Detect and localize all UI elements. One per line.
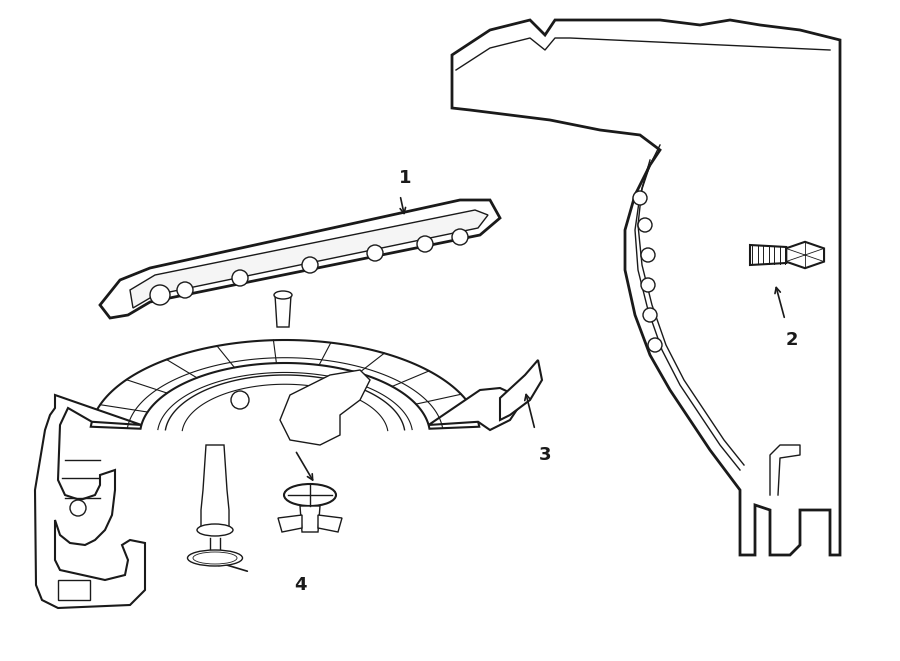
Polygon shape [318,515,342,532]
Polygon shape [750,245,787,265]
Polygon shape [500,360,542,420]
Polygon shape [280,370,370,445]
Ellipse shape [197,524,233,536]
Polygon shape [100,200,500,318]
Polygon shape [130,210,488,308]
Circle shape [150,285,170,305]
Polygon shape [35,395,145,608]
Text: 4: 4 [293,576,306,594]
Ellipse shape [284,484,336,506]
Circle shape [177,282,193,298]
Polygon shape [91,340,480,429]
Ellipse shape [187,550,242,566]
Circle shape [643,308,657,322]
Circle shape [641,278,655,292]
Text: 1: 1 [399,169,411,187]
Circle shape [231,391,249,409]
Circle shape [70,500,86,516]
Circle shape [302,257,318,273]
Circle shape [638,218,652,232]
Polygon shape [201,445,229,530]
Circle shape [367,245,383,261]
Polygon shape [428,388,520,430]
Circle shape [452,229,468,245]
Ellipse shape [274,291,292,299]
Circle shape [417,236,433,252]
Text: 2: 2 [786,331,798,349]
Circle shape [232,270,248,286]
Polygon shape [58,580,90,600]
Polygon shape [786,242,824,268]
Circle shape [641,248,655,262]
Polygon shape [275,295,291,327]
Circle shape [648,338,662,352]
Text: 3: 3 [539,446,551,464]
Polygon shape [452,20,840,555]
Circle shape [633,191,647,205]
Ellipse shape [193,552,237,564]
Polygon shape [300,506,320,532]
Polygon shape [278,515,302,532]
